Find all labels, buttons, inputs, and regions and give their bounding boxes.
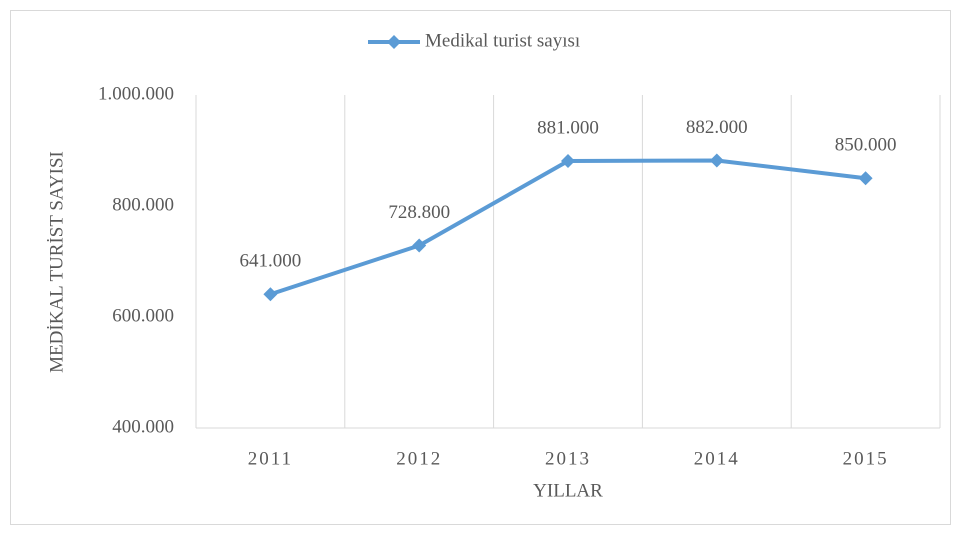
y-tick-label: 400.000	[112, 416, 174, 437]
data-label: 881.000	[537, 117, 599, 138]
y-tick-label: 800.000	[112, 194, 174, 215]
legend-label: Medikal turist sayısı	[425, 30, 580, 51]
marker	[263, 287, 278, 302]
legend-marker	[387, 35, 401, 49]
data-label: 850.000	[835, 135, 897, 156]
x-axis-title: YILLAR	[533, 480, 603, 501]
x-tick-label: 2015	[843, 448, 889, 469]
x-tick-label: 2013	[545, 448, 591, 469]
y-axis-title: MEDİKAL TURİST SAYISI	[46, 151, 67, 373]
x-tick-label: 2014	[694, 448, 740, 469]
x-tick-label: 2011	[248, 448, 293, 469]
data-label: 728.800	[388, 202, 450, 223]
data-label: 641.000	[240, 251, 302, 272]
y-tick-label: 600.000	[112, 305, 174, 326]
data-label: 882.000	[686, 117, 748, 138]
chart-border	[10, 10, 951, 525]
x-tick-label: 2012	[396, 448, 442, 469]
marker	[858, 171, 873, 186]
marker	[709, 153, 724, 168]
marker	[561, 154, 575, 169]
marker	[412, 238, 427, 253]
y-tick-label: 1.000.000	[98, 83, 174, 104]
